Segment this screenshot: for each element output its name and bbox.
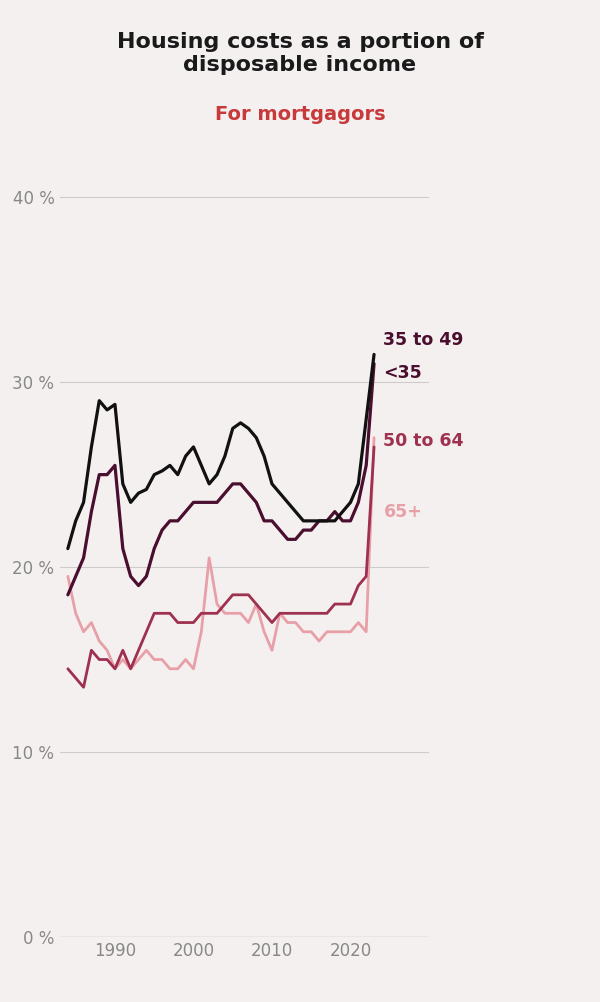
Text: 65+: 65+ bbox=[383, 503, 422, 521]
Text: 50 to 64: 50 to 64 bbox=[383, 432, 464, 450]
Text: <35: <35 bbox=[383, 364, 422, 382]
Text: Housing costs as a portion of
disposable income: Housing costs as a portion of disposable… bbox=[116, 32, 484, 75]
Text: 35 to 49: 35 to 49 bbox=[383, 331, 464, 349]
Text: For mortgagors: For mortgagors bbox=[215, 105, 385, 124]
